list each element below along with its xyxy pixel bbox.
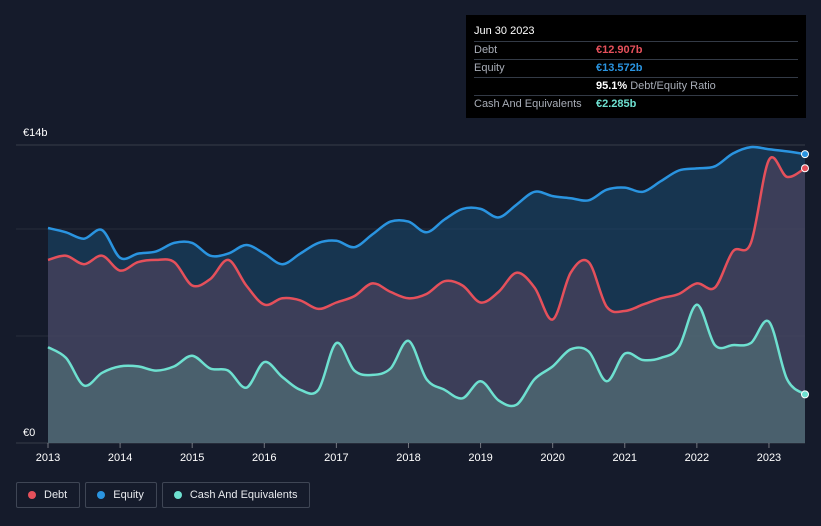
x-tick-label-2018: 2018 — [396, 452, 420, 464]
cash-series-line — [47, 303, 806, 408]
tooltip-equity-label: Equity — [474, 62, 505, 74]
x-tick-label-2020: 2020 — [540, 452, 564, 464]
legend-toggle-cash[interactable]: Cash And Equivalents — [161, 482, 311, 508]
x-tick-label-2017: 2017 — [324, 452, 348, 464]
legend-toggle-equity[interactable]: Equity — [85, 482, 157, 508]
legend-equity-label: Equity — [113, 489, 144, 501]
tooltip-row-cash: Cash And Equivalents €2.285b — [474, 96, 798, 113]
debt-series-line — [47, 156, 806, 321]
tooltip-date: Jun 30 2023 — [474, 23, 798, 42]
tooltip-cash-label: Cash And Equivalents — [474, 98, 582, 110]
debt-end-point[interactable] — [801, 164, 809, 173]
chart-legend: Debt Equity Cash And Equivalents — [16, 482, 311, 508]
tooltip-ratio-value: 95.1% — [596, 80, 628, 92]
x-tick-label-2023: 2023 — [757, 452, 781, 464]
tooltip-debt-value: €12.907b — [596, 44, 643, 56]
y-tick-label-top: €14b — [23, 127, 47, 139]
legend-toggle-debt[interactable]: Debt — [16, 482, 81, 508]
tooltip-row-ratio: 95.1% Debt/Equity Ratio — [474, 78, 798, 96]
tooltip-cash-value: €2.285b — [596, 98, 637, 110]
tooltip-equity-value: €13.572b — [596, 62, 643, 74]
tooltip-ratio-label: Debt/Equity Ratio — [630, 80, 716, 92]
tooltip-panel: Jun 30 2023 Debt €12.907b Equity €13.572… — [466, 15, 806, 118]
x-axis-ticks: 2013 2014 2015 2016 2017 2018 2019 2020 2021 2022… — [36, 443, 781, 464]
equity-dot-icon — [97, 491, 106, 499]
y-tick-label-bottom: €0 — [23, 427, 35, 439]
x-tick-label-2015: 2015 — [180, 452, 204, 464]
x-tick-label-2014: 2014 — [108, 452, 132, 464]
tooltip-ratio-spacer — [474, 78, 596, 95]
equity-end-point[interactable] — [801, 150, 809, 159]
legend-debt-label: Debt — [44, 489, 68, 501]
x-tick-label-2019: 2019 — [468, 452, 492, 464]
end-markers — [801, 150, 809, 399]
x-tick-label-2013: 2013 — [36, 452, 60, 464]
legend-cash-label: Cash And Equivalents — [189, 489, 298, 501]
tooltip-row-equity: Equity €13.572b — [474, 60, 798, 78]
cash-area — [48, 304, 805, 443]
cash-end-point[interactable] — [801, 390, 809, 399]
debt-dot-icon — [28, 491, 36, 499]
cash-dot-icon — [173, 491, 182, 499]
x-tick-label-2021: 2021 — [613, 452, 637, 464]
x-tick-label-2022: 2022 — [685, 452, 709, 464]
tooltip-debt-label: Debt — [474, 44, 498, 56]
series-lines — [47, 145, 806, 408]
equity-series-line — [47, 145, 806, 266]
x-tick-label-2016: 2016 — [252, 452, 276, 464]
tooltip-row-debt: Debt €12.907b — [474, 42, 798, 60]
